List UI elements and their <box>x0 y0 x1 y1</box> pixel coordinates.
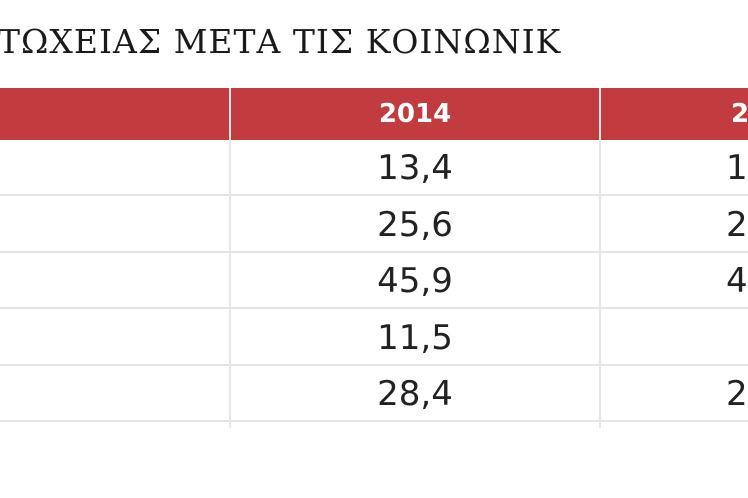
table-row <box>0 310 748 366</box>
table-cell: 1 <box>726 148 748 188</box>
table-row <box>0 366 748 422</box>
column-divider <box>599 88 601 428</box>
header-cell: 2 <box>731 99 748 129</box>
table-cell: 2 <box>726 374 748 414</box>
table-cell: 4 <box>726 261 748 301</box>
table-cell: 25,6 <box>377 204 453 245</box>
table-cell: 2 <box>726 204 748 245</box>
column-divider <box>229 88 231 428</box>
header-band <box>0 88 748 140</box>
table-row <box>0 140 748 196</box>
table-cell: 45,9 <box>377 261 453 301</box>
table-cell: 28,4 <box>377 374 453 414</box>
table-row <box>0 253 748 309</box>
table-title: ΤΩΧΕΙΑΣ ΜΕΤΑ ΤΙΣ ΚΟΙΝΩΝΙΚ <box>0 22 562 61</box>
header-cell: 2014 <box>378 99 452 129</box>
table-row <box>0 197 748 253</box>
table-cell: 13,4 <box>377 148 453 188</box>
table-cell: 11,5 <box>377 317 453 358</box>
